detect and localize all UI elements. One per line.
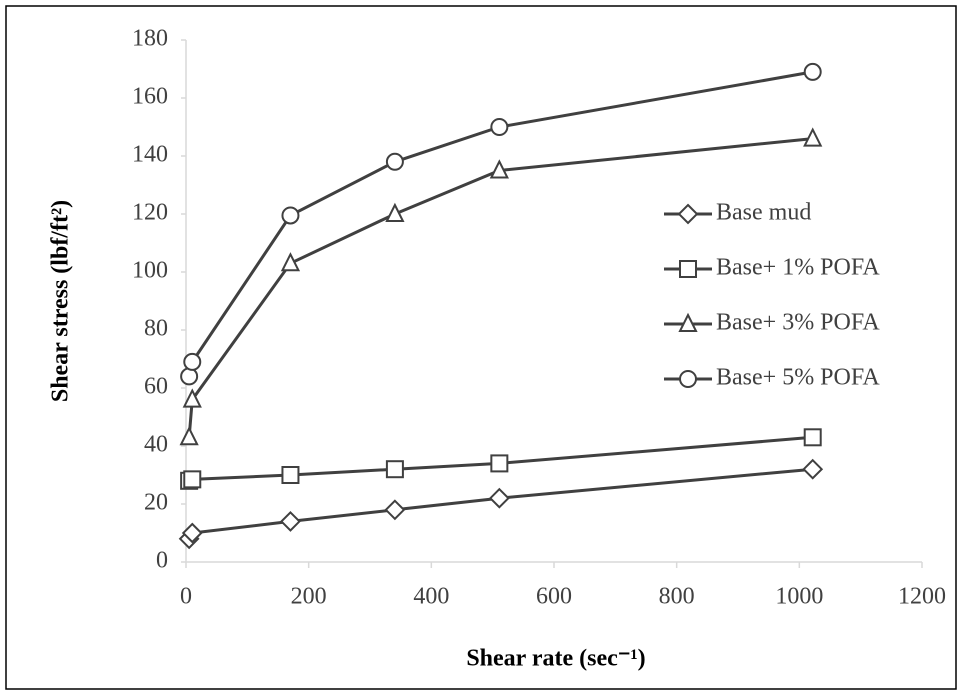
x-tick-label: 200: [291, 584, 327, 610]
y-tick-label: 20: [144, 490, 168, 516]
marker: [282, 207, 298, 223]
marker: [282, 467, 298, 483]
y-tick-label: 60: [144, 374, 168, 400]
x-tick-label: 400: [413, 584, 449, 610]
x-tick-label: 0: [180, 584, 192, 610]
chart: Shear rate (sec⁻¹) Shear stress (lbf/ft²…: [0, 0, 962, 695]
legend-label: Base+ 5% POFA: [716, 365, 880, 391]
marker: [184, 354, 200, 370]
legend-marker: [680, 371, 696, 387]
y-tick-label: 40: [144, 432, 168, 458]
y-tick-label: 0: [156, 548, 168, 574]
legend-label: Base mud: [716, 200, 811, 226]
x-tick-label: 1200: [898, 584, 946, 610]
marker: [387, 154, 403, 170]
marker: [387, 461, 403, 477]
x-axis-title: Shear rate (sec⁻¹): [466, 646, 645, 672]
marker: [805, 64, 821, 80]
x-tick-label: 600: [536, 584, 572, 610]
legend-label: Base+ 1% POFA: [716, 255, 880, 281]
y-tick-label: 120: [132, 200, 168, 226]
y-tick-label: 180: [132, 26, 168, 52]
y-axis-title: Shear stress (lbf/ft²): [48, 200, 74, 402]
marker: [181, 368, 197, 384]
x-tick-label: 800: [659, 584, 695, 610]
legend-marker: [680, 261, 696, 277]
marker: [491, 119, 507, 135]
y-tick-label: 160: [132, 84, 168, 110]
x-tick-label: 1000: [775, 584, 823, 610]
y-tick-label: 100: [132, 258, 168, 284]
marker: [184, 471, 200, 487]
legend-label: Base+ 3% POFA: [716, 310, 880, 336]
marker: [491, 455, 507, 471]
y-tick-label: 80: [144, 316, 168, 342]
marker: [805, 429, 821, 445]
y-tick-label: 140: [132, 142, 168, 168]
